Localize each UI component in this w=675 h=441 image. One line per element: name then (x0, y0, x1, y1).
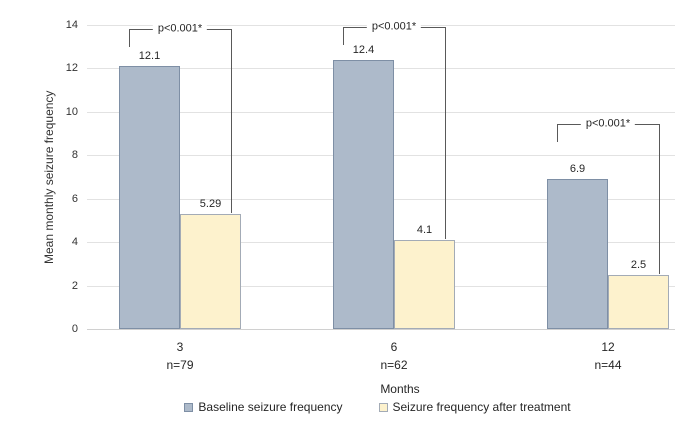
p-value-label: p<0.001* (366, 20, 422, 34)
bar-value-label: 5.29 (199, 198, 222, 211)
legend-label: Seizure frequency after treatment (392, 400, 571, 414)
bracket-right-line (445, 27, 446, 239)
x-axis-title: Months (380, 382, 420, 396)
y-tick-label: 0 (71, 323, 78, 335)
bar-baseline-month-6 (333, 59, 394, 329)
bar-treatment-month-6 (394, 239, 455, 329)
p-value-label: p<0.001* (152, 22, 208, 36)
seizure-frequency-bar-chart: Mean monthly seizure frequency 0 2 4 6 8 10 12… (40, 16, 675, 425)
x-category-sublabel: n=62 (380, 358, 408, 372)
bracket-left-tick (343, 27, 344, 46)
bar-value-label: 2.5 (630, 258, 647, 271)
bracket-right-line (231, 29, 232, 214)
bar-baseline-month-3 (119, 66, 180, 329)
legend-swatch-treatment (378, 402, 388, 412)
y-tick-label: 12 (65, 62, 78, 75)
bar-value-label: 12.4 (352, 43, 375, 56)
y-tick-label: 14 (65, 19, 78, 31)
y-tick-label: 6 (71, 192, 78, 205)
legend: Baseline seizure frequency Seizure freque… (40, 400, 675, 414)
x-category-sublabel: n=79 (166, 358, 194, 372)
bar-value-label: 12.1 (138, 50, 161, 63)
x-category-label: 12 (601, 340, 615, 354)
y-tick-label: 8 (71, 149, 78, 162)
plot-area: 0 2 4 6 8 10 12 14 12.1 12.4 6.9 5.29 4.1 2.5 p<0.001*… (40, 16, 675, 425)
p-value-label: p<0.001* (580, 117, 636, 131)
bar-value-label: 4.1 (416, 223, 433, 236)
y-tick-label: 2 (71, 279, 78, 292)
bar-value-label: 6.9 (569, 163, 586, 176)
bar-baseline-month-12 (547, 179, 608, 329)
legend-item-treatment: Seizure frequency after treatment (378, 400, 571, 414)
x-category-sublabel: n=44 (594, 358, 622, 372)
gridline (87, 329, 675, 330)
legend-swatch-baseline (184, 402, 194, 412)
x-category-label: 3 (176, 340, 184, 354)
bracket-right-line (659, 123, 660, 274)
bar-treatment-month-12 (608, 274, 669, 329)
bracket-left-tick (557, 123, 558, 142)
legend-item-baseline: Baseline seizure frequency (184, 400, 343, 414)
y-tick-label: 4 (71, 236, 78, 249)
x-category-label: 6 (390, 340, 398, 354)
legend-label: Baseline seizure frequency (198, 400, 343, 414)
y-tick-label: 10 (65, 105, 78, 118)
bar-treatment-month-3 (180, 214, 241, 329)
bracket-left-tick (129, 29, 130, 48)
